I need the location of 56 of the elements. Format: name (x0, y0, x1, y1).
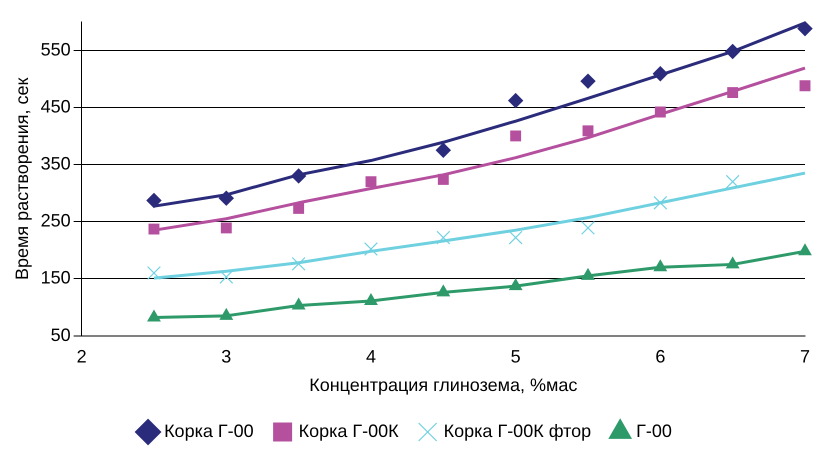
point (364, 242, 378, 256)
point (218, 190, 234, 206)
point (726, 256, 740, 268)
point (580, 74, 596, 89)
point (436, 142, 451, 158)
point (220, 222, 232, 234)
y-tick-label: 150 (40, 268, 71, 288)
x-tick-label: 6 (655, 346, 666, 367)
point (726, 174, 740, 189)
x-tick-label: 2 (76, 346, 87, 367)
point (148, 224, 160, 234)
point (653, 196, 668, 210)
x-tick-label: 5 (510, 346, 521, 367)
point (798, 244, 812, 256)
point (510, 130, 522, 142)
y-tick-label: 350 (40, 153, 71, 174)
point (146, 192, 162, 208)
point (581, 220, 595, 235)
point (509, 278, 522, 290)
point (436, 284, 450, 296)
point (508, 93, 524, 108)
x-tick-label: 7 (800, 346, 810, 367)
y-tick-label: 450 (40, 96, 71, 116)
y-tick-label: 50 (50, 324, 71, 345)
point (508, 230, 523, 245)
legend-label: Корка Г-00К фтор (444, 420, 592, 441)
point (727, 87, 738, 98)
y-axis-title: Время растворения, сек (12, 77, 32, 280)
point (219, 270, 234, 284)
point (436, 230, 450, 245)
point (798, 21, 812, 36)
point (220, 308, 233, 320)
point (652, 66, 668, 82)
y-tick-label: 250 (40, 210, 71, 231)
point (147, 266, 161, 280)
point (291, 168, 306, 184)
point (582, 125, 594, 136)
point (800, 80, 810, 92)
point (366, 176, 376, 188)
point (581, 268, 595, 280)
point (654, 260, 667, 272)
point (292, 298, 306, 310)
point (292, 256, 306, 271)
x-axis-title: Концентрация глинозема, %мас (309, 375, 578, 396)
x-tick-label: 4 (366, 346, 376, 367)
point (293, 203, 304, 214)
legend-label: Корка Г-00К (298, 420, 400, 441)
x-tick-label: 3 (221, 346, 232, 367)
point (654, 106, 666, 118)
point (438, 174, 449, 185)
point (147, 310, 161, 322)
y-tick-label: 550 (40, 39, 71, 60)
legend-label: Г-00 (636, 420, 672, 441)
legend-label: Корка Г-00 (164, 420, 254, 441)
point (364, 293, 378, 305)
point (725, 44, 740, 59)
